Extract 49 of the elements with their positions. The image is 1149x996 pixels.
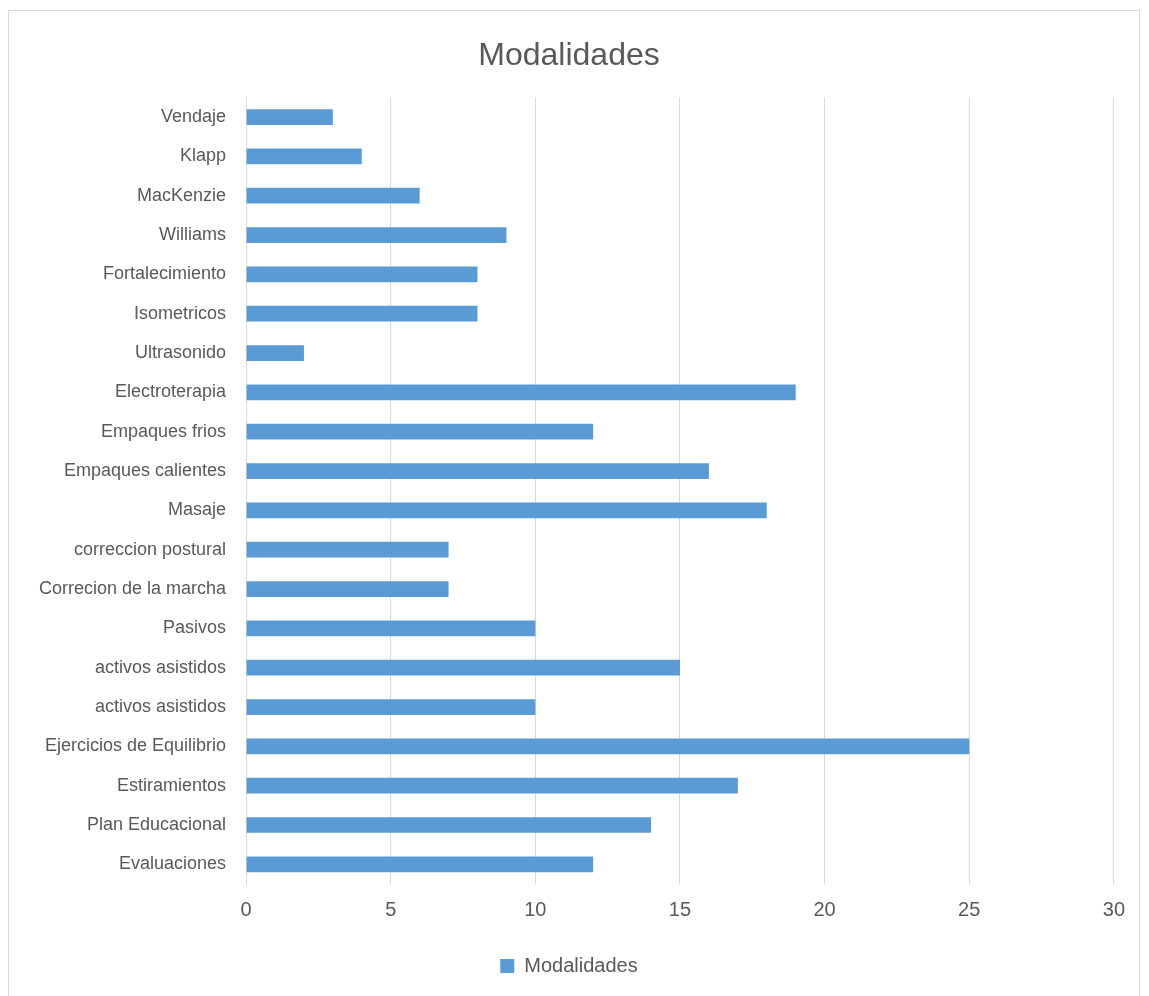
x-tick-label: 20 xyxy=(813,897,836,920)
y-tick-label: Plan Educacional xyxy=(86,813,227,834)
bar xyxy=(246,266,478,283)
y-tick-label: Isometricos xyxy=(134,302,227,323)
bar xyxy=(246,620,536,637)
y-tick-label: Klapp xyxy=(180,145,227,166)
bar xyxy=(246,345,304,361)
bar xyxy=(246,423,594,440)
bar xyxy=(246,148,362,165)
y-tick-label: Empaques frios xyxy=(101,420,227,441)
bar xyxy=(246,541,449,558)
bar xyxy=(246,581,449,597)
legend-label: Modalidades xyxy=(524,953,638,976)
y-tick-label: Correcion de la marcha xyxy=(38,577,228,598)
y-tick-label: activos asistidos xyxy=(95,656,227,677)
y-tick-label: Estiramientos xyxy=(117,774,227,795)
bar xyxy=(246,502,767,519)
bar xyxy=(246,187,420,204)
bar xyxy=(246,659,680,676)
bar xyxy=(246,777,738,794)
bar xyxy=(246,699,536,715)
bar xyxy=(246,109,333,125)
bar xyxy=(246,856,594,873)
y-tick-label: Masaje xyxy=(168,499,227,520)
y-tick-label: Ejercicios de Equilibrio xyxy=(44,735,227,756)
x-tick-label: 25 xyxy=(958,897,981,920)
bar xyxy=(246,305,478,322)
y-tick-label: MacKenzie xyxy=(137,184,227,205)
y-tick-label: Electroterapia xyxy=(115,381,228,402)
y-tick-label: correccion postural xyxy=(74,538,227,559)
x-tick-label: 5 xyxy=(385,897,397,920)
bar xyxy=(246,463,709,479)
y-tick-label: activos asistidos xyxy=(95,695,227,716)
y-tick-label: Pasivos xyxy=(163,617,227,638)
y-tick-label: Williams xyxy=(159,224,227,245)
x-tick-label: 10 xyxy=(524,897,547,920)
y-tick-label: Evaluaciones xyxy=(119,853,227,874)
bar xyxy=(246,738,970,755)
y-tick-label: Ultrasonido xyxy=(135,342,227,363)
bar xyxy=(246,227,507,243)
bar xyxy=(246,817,652,833)
chart-title: Modalidades xyxy=(478,36,660,73)
bar xyxy=(246,384,796,401)
y-tick-label: Fortalecimiento xyxy=(103,263,227,284)
y-tick-label: Empaques calientes xyxy=(63,460,227,480)
x-tick-label: 0 xyxy=(240,897,252,920)
x-tick-label: 30 xyxy=(1102,897,1125,920)
x-tick-label: 15 xyxy=(668,897,692,920)
y-tick-label: Vendaje xyxy=(161,106,227,127)
